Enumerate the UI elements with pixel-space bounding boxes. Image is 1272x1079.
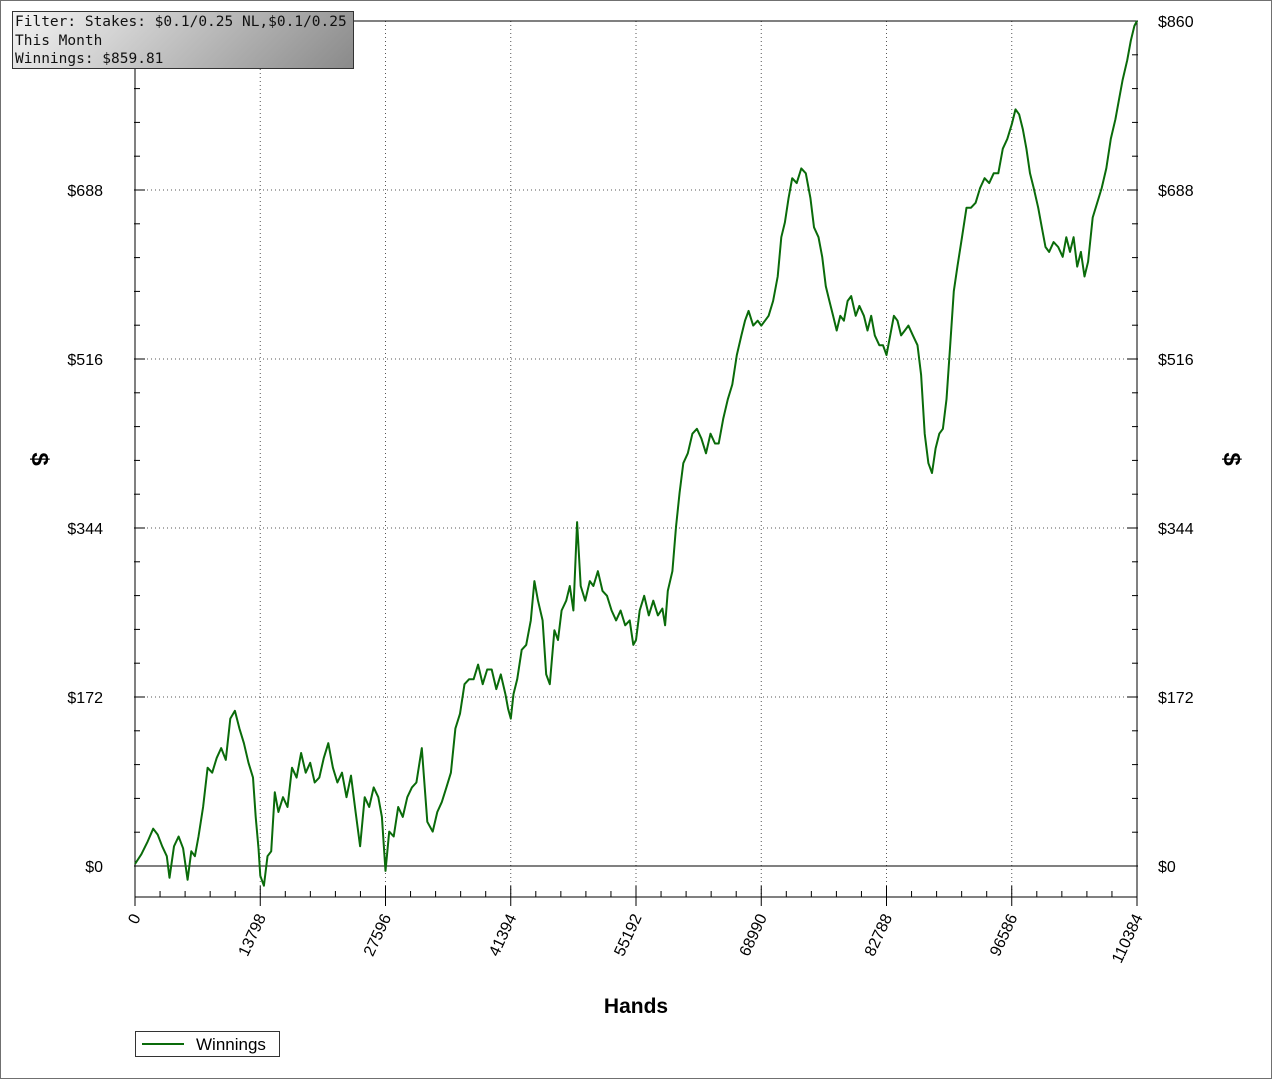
y-tick-label-left: $344	[67, 521, 103, 538]
y-tick-label-right: $516	[1158, 352, 1194, 369]
axis-layer: $0 $0 $172 $172 $344 $344 $516 $516 $688 $688 $860…	[67, 14, 1193, 966]
y-axis-title-right: $	[1218, 452, 1245, 466]
x-tick-label: 13798	[236, 911, 270, 959]
filter-line-period: This Month	[15, 32, 103, 49]
y-tick-label-right: $0	[1158, 859, 1176, 876]
x-tick-label: 68990	[737, 911, 771, 959]
legend-swatch-winnings	[142, 1043, 184, 1045]
filter-line-winnings: Winnings: $859.81	[15, 51, 164, 67]
y-axis-title-left: $	[26, 452, 53, 466]
y-tick-label-right: $688	[1158, 183, 1194, 200]
y-tick-label-left: $688	[67, 183, 103, 200]
grid-layer	[135, 21, 1137, 897]
series-line-winnings	[134, 20, 1138, 887]
x-tick-label: 82788	[862, 911, 896, 959]
x-tick-label: 27596	[361, 911, 395, 959]
legend-label-winnings: Winnings	[196, 1035, 266, 1054]
y-tick-label-right: $860	[1158, 14, 1194, 31]
x-tick-label: 110384	[1109, 911, 1147, 966]
x-tick-label: 96586	[987, 911, 1021, 959]
x-tick-label: 0	[125, 911, 144, 926]
x-axis-title: Hands	[604, 995, 668, 1018]
y-tick-label-left: $172	[67, 690, 103, 707]
x-tick-label: 41394	[486, 911, 520, 959]
filter-info-box: Filter: Stakes: $0.1/0.25 NL,$0.1/0.25 P…	[12, 11, 354, 69]
legend: Winnings	[135, 1031, 280, 1057]
y-tick-label-right: $344	[1158, 521, 1194, 538]
y-tick-label-left: $516	[67, 352, 103, 369]
series-layer	[134, 20, 1138, 887]
y-tick-label-right: $172	[1158, 690, 1194, 707]
x-tick-label: 55192	[611, 911, 645, 959]
y-tick-label-left: $0	[85, 859, 103, 876]
filter-line-stakes: Filter: Stakes: $0.1/0.25 NL,$0.1/0.25 P…	[15, 14, 354, 30]
